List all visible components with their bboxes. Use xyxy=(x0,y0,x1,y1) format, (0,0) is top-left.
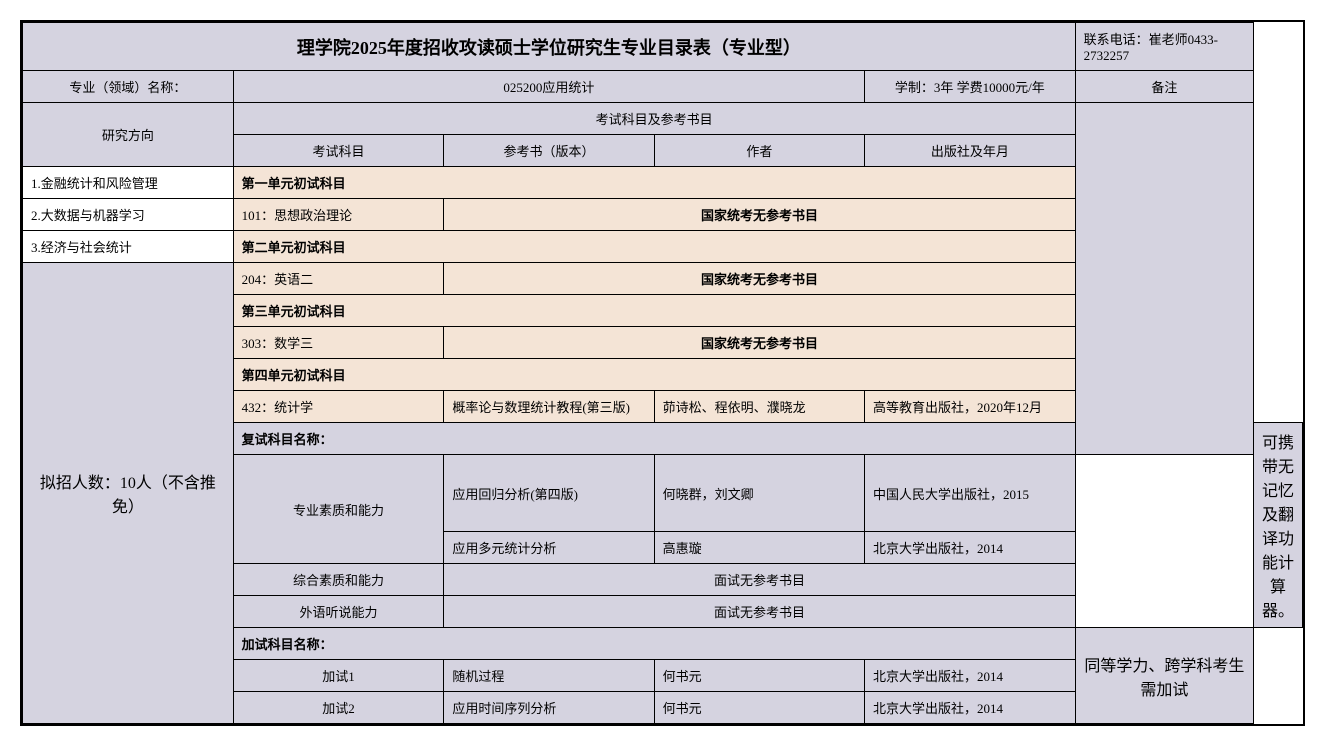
label-publisher: 出版社及年月 xyxy=(864,135,1075,167)
additional-author-2: 何书元 xyxy=(654,692,864,724)
retest-book-1: 应用回归分析(第四版) xyxy=(444,455,654,532)
label-ref-book: 参考书（版本） xyxy=(444,135,654,167)
additional-remark: 同等学力、跨学科考生需加试 xyxy=(1075,628,1253,724)
retest-subject-1: 专业素质和能力 xyxy=(233,455,444,564)
label-exam-subject: 考试科目 xyxy=(233,135,444,167)
retest-author-1: 何晓群，刘文卿 xyxy=(654,455,864,532)
enrollment-info: 拟招人数：10人（不含推免） xyxy=(23,263,234,724)
additional-subject-1: 加试1 xyxy=(233,660,444,692)
contact-info: 联系电话：崔老师0433-2732257 xyxy=(1075,23,1253,71)
direction-2: 2.大数据与机器学习 xyxy=(23,199,234,231)
catalog-table-container: 理学院2025年度招收攻读硕士学位研究生专业目录表（专业型） 联系电话：崔老师0… xyxy=(20,20,1305,726)
unit1-subject: 101：思想政治理论 xyxy=(233,199,444,231)
unit1-ref: 国家统考无参考书目 xyxy=(444,199,1075,231)
unit4-subject: 432：统计学 xyxy=(233,391,444,423)
retest-subject-2: 综合素质和能力 xyxy=(233,564,444,596)
remarks-blank-1 xyxy=(1075,103,1253,455)
retest-ref-3: 面试无参考书目 xyxy=(444,596,1075,628)
additional-pub-2: 北京大学出版社，2014 xyxy=(864,692,1075,724)
additional-pub-1: 北京大学出版社，2014 xyxy=(864,660,1075,692)
unit4-author: 茆诗松、程依明、濮晓龙 xyxy=(654,391,864,423)
unit3-header: 第三单元初试科目 xyxy=(233,295,1075,327)
additional-book-2: 应用时间序列分析 xyxy=(444,692,654,724)
additional-title: 加试科目名称： xyxy=(233,628,1075,660)
unit4-publisher: 高等教育出版社，2020年12月 xyxy=(864,391,1075,423)
unit3-ref: 国家统考无参考书目 xyxy=(444,327,1075,359)
unit4-book: 概率论与数理统计教程(第三版) xyxy=(444,391,654,423)
unit2-ref: 国家统考无参考书目 xyxy=(444,263,1075,295)
label-author: 作者 xyxy=(654,135,864,167)
label-research-direction: 研究方向 xyxy=(23,103,234,167)
retest-remark: 可携带无记忆及翻译功能计算器。 xyxy=(1254,423,1303,628)
duration-fee: 学制：3年 学费10000元/年 xyxy=(864,71,1075,103)
retest-subject-3: 外语听说能力 xyxy=(233,596,444,628)
retest-pub-1: 中国人民大学出版社，2015 xyxy=(864,455,1075,532)
additional-subject-2: 加试2 xyxy=(233,692,444,724)
additional-book-1: 随机过程 xyxy=(444,660,654,692)
label-exam-subjects-refs: 考试科目及参考书目 xyxy=(233,103,1075,135)
retest-author-2: 高惠璇 xyxy=(654,532,864,564)
additional-author-1: 何书元 xyxy=(654,660,864,692)
unit2-subject: 204：英语二 xyxy=(233,263,444,295)
unit2-header: 第二单元初试科目 xyxy=(233,231,1075,263)
unit4-header: 第四单元初试科目 xyxy=(233,359,1075,391)
retest-ref-2: 面试无参考书目 xyxy=(444,564,1075,596)
label-major-name: 专业（领域）名称： xyxy=(23,71,234,103)
retest-title: 复试科目名称： xyxy=(233,423,1075,455)
direction-3: 3.经济与社会统计 xyxy=(23,231,234,263)
major-code-name: 025200应用统计 xyxy=(233,71,864,103)
retest-pub-2: 北京大学出版社，2014 xyxy=(864,532,1075,564)
direction-1: 1.金融统计和风险管理 xyxy=(23,167,234,199)
unit3-subject: 303：数学三 xyxy=(233,327,444,359)
page-title: 理学院2025年度招收攻读硕士学位研究生专业目录表（专业型） xyxy=(23,23,1076,71)
retest-book-2: 应用多元统计分析 xyxy=(444,532,654,564)
label-remarks: 备注 xyxy=(1075,71,1253,103)
unit1-header: 第一单元初试科目 xyxy=(233,167,1075,199)
catalog-table: 理学院2025年度招收攻读硕士学位研究生专业目录表（专业型） 联系电话：崔老师0… xyxy=(22,22,1303,724)
